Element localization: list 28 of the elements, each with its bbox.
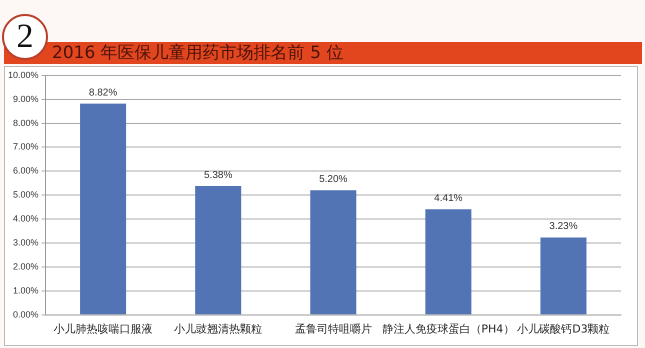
bar [195,186,242,314]
x-tick-label: 静注人免疫球蛋白（PH4） [382,322,514,336]
y-tick-label: 2.00% [12,261,39,272]
y-tick-label: 1.00% [12,285,39,296]
y-tick-label: 7.00% [12,142,39,152]
bar [310,190,356,314]
y-tick-label: 10.00% [8,70,39,80]
y-tick-label: 3.00% [12,237,39,248]
circle-icon: 2 [2,14,48,60]
data-label: 8.82% [88,87,118,98]
x-tick-label: 小儿碳酸钙D3颗粒 [517,322,610,336]
data-label: 3.23% [549,221,578,232]
x-tick-label: 小儿豉翘清热颗粒 [174,322,262,336]
y-tick-label: 6.00% [12,166,39,176]
data-label: 4.41% [434,192,463,204]
y-tick-label: 8.00% [12,118,39,128]
y-tick-label: 0.00% [12,309,39,320]
y-tick-label: 4.00% [12,214,39,224]
data-label: 5.20% [319,174,348,186]
bar [425,209,472,314]
bar [540,237,586,314]
data-label: 5.38% [204,170,232,181]
y-tick-label: 5.00% [12,190,39,200]
chart-title: 2016 年医保儿童用药市场排名前 5 位 [52,42,344,64]
x-tick-label: 小儿肺热咳喘口服液 [54,322,153,336]
x-tick-label: 孟鲁司特咀嚼片 [294,322,372,336]
bar [80,104,126,314]
y-tick-label: 9.00% [12,94,39,104]
